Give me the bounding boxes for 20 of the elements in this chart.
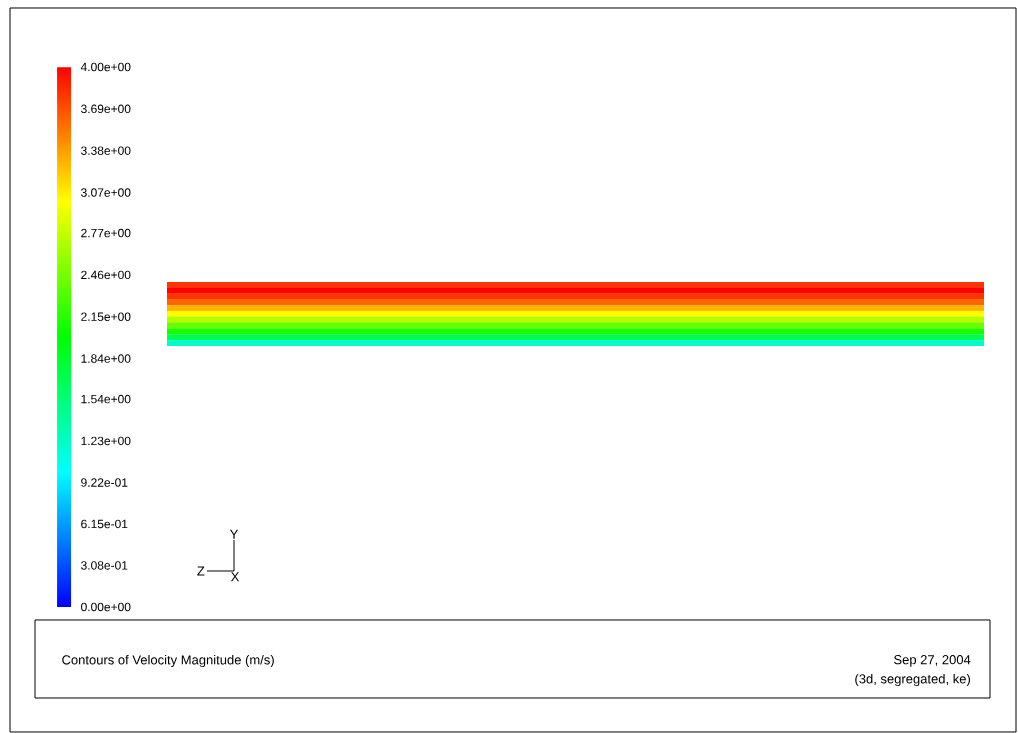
color-bar-label: 1.54e+00 bbox=[81, 394, 131, 404]
text: Z bbox=[197, 566, 205, 576]
text: X bbox=[230, 572, 240, 582]
color-bar-label: 3.38e+00 bbox=[81, 146, 131, 155]
color-bar-label: 2.46e+00 bbox=[81, 270, 131, 280]
color-bar-label: 1.23e+00 bbox=[81, 436, 131, 446]
text: Sep 27, 2004 bbox=[894, 655, 971, 667]
color-bar-label: 3.08e-01 bbox=[81, 561, 128, 570]
color-bar-label: 9.22e-01 bbox=[81, 478, 128, 487]
color-bar-label: 1.84e+00 bbox=[81, 354, 131, 363]
color-bar-label: 0.00e+00 bbox=[81, 602, 131, 612]
color-bar-label: 3.69e+00 bbox=[81, 104, 131, 114]
color-bar-label: 4.00e+00 bbox=[80, 62, 131, 72]
color-bar-label: 2.15e+00 bbox=[81, 312, 131, 321]
text: Contours of Velocity Magnitude (m/s) bbox=[62, 654, 274, 668]
color-bar-label: 2.77e+00 bbox=[81, 228, 131, 238]
color-bar-label: 6.15e-01 bbox=[81, 519, 128, 529]
color-bar-label: 3.07e+00 bbox=[81, 188, 131, 197]
text: Y bbox=[229, 529, 239, 539]
text: (3d, segregated, ke) bbox=[855, 673, 970, 687]
